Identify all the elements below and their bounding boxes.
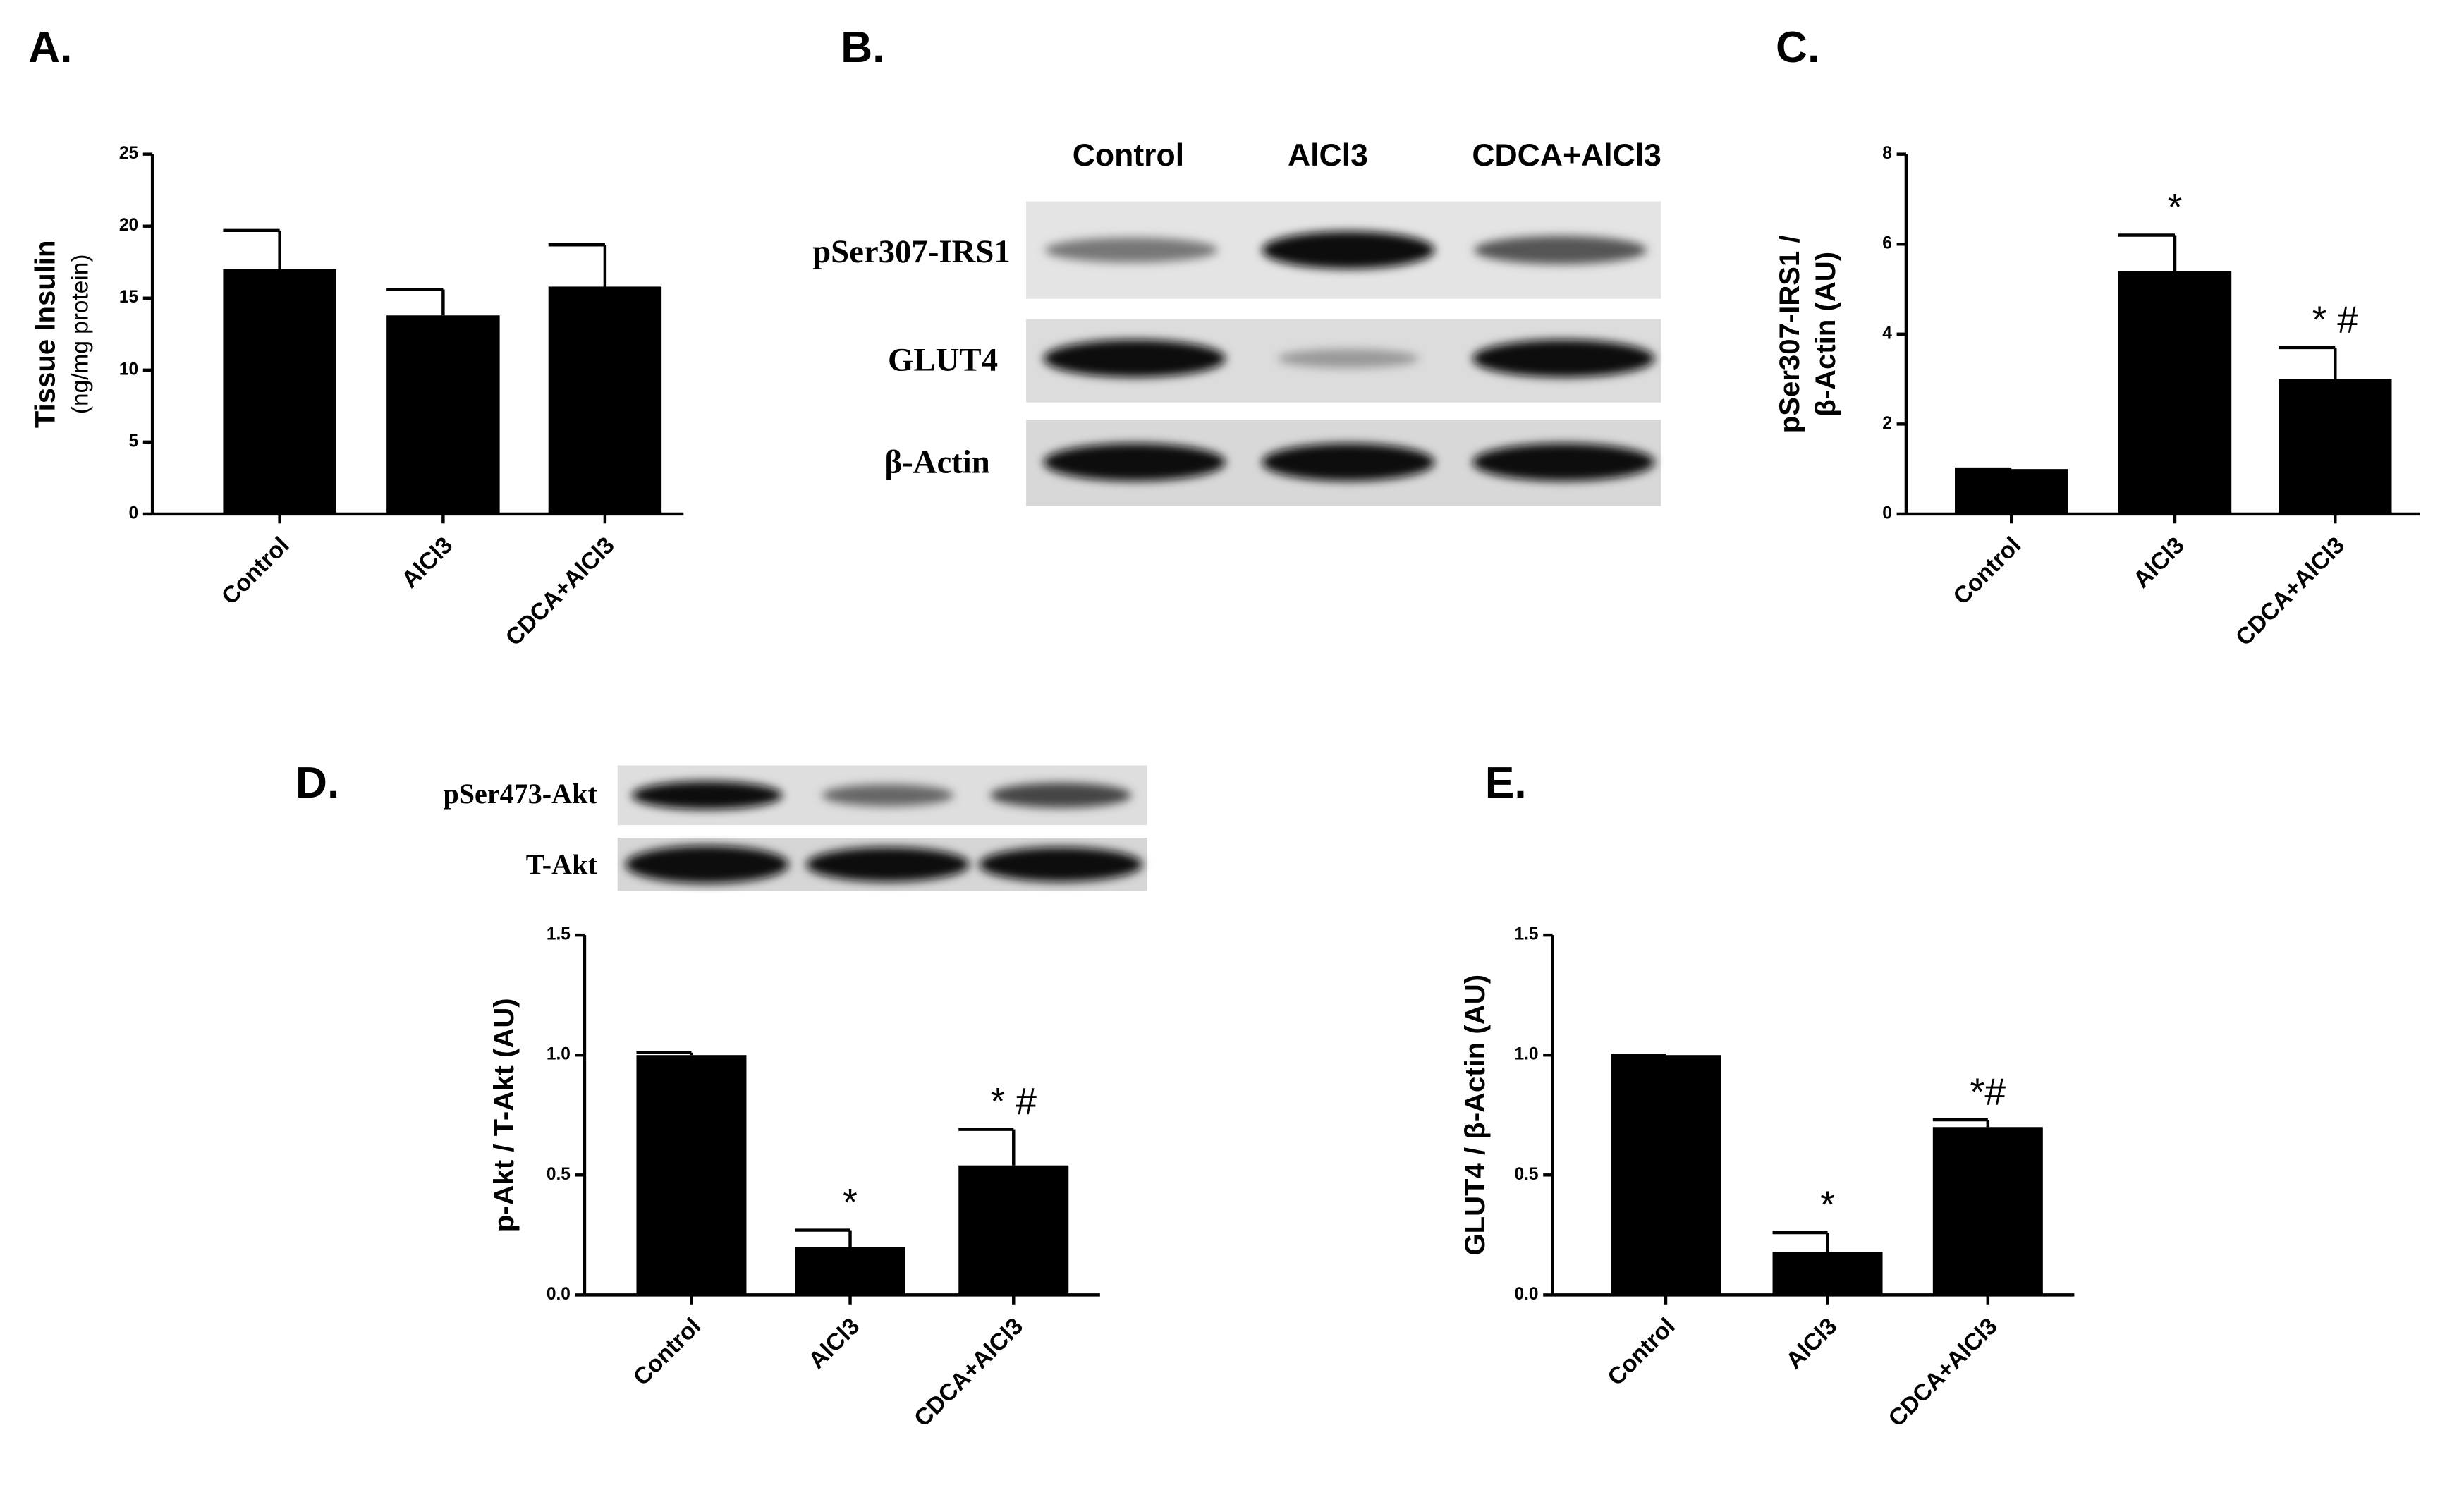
y-tick-label: 20 [119,216,138,235]
y-axis-label: (ng/mg protein) [68,255,94,415]
lane-label: AlCl3 [1288,138,1368,173]
x-tick-label: CDCA+AlCl3 [909,1313,1028,1432]
blot-row-label: T-Akt [526,849,598,881]
bar [1955,469,2068,514]
blot-image [617,765,1147,891]
y-tick-label: 6 [1882,234,1892,253]
x-tick-label: Control [1603,1313,1681,1391]
y-tick-label: 4 [1882,324,1892,343]
bar [548,286,662,514]
x-tick-label: AlCl3 [397,532,458,594]
x-tick-label: AlCl3 [804,1313,865,1374]
y-axis-label: β-Actin (AU) [1810,252,1841,417]
y-tick-label: 8 [1882,144,1892,163]
y-tick-label: 1.0 [547,1045,571,1064]
y-tick-label: 0.0 [547,1285,571,1304]
bar [958,1165,1069,1295]
bar [2118,271,2232,514]
bar [386,315,500,514]
blot-row-label: β-Actin [884,444,989,481]
annotation: * [2168,187,2183,228]
y-tick-label: 1.5 [547,925,571,944]
y-tick-label: 2 [1882,414,1892,433]
x-tick-label: AlCl3 [2128,532,2190,594]
y-tick-label: 1.0 [1514,1045,1538,1064]
blot-image [1026,201,1661,506]
panel-label: C. [1776,23,1819,72]
panel-label: D. [295,759,339,807]
bar [1611,1055,1721,1295]
x-tick-label: Control [628,1313,706,1391]
annotation: * # [2312,299,2359,341]
x-tick-label: CDCA+AlCl3 [501,532,620,652]
lane-label: CDCA+AlCl3 [1472,138,1661,173]
annotation: *# [1970,1072,2006,1113]
panel-label: A. [28,23,72,72]
y-tick-label: 10 [119,360,138,379]
panel-label: E. [1485,759,1527,807]
bar [1772,1252,1883,1295]
y-tick-label: 0 [1882,503,1892,523]
bar [2279,379,2392,514]
annotation: * [1820,1184,1835,1226]
blot-row-label: GLUT4 [888,342,998,379]
bar [223,269,336,514]
y-tick-label: 15 [119,288,138,307]
panel-label: B. [841,23,884,72]
x-tick-label: CDCA+AlCl3 [1884,1313,2003,1432]
blot-row-label: pSer307-IRS1 [812,233,1011,270]
annotation: * # [991,1081,1037,1123]
x-tick-label: AlCl3 [1781,1313,1843,1374]
x-tick-label: Control [216,532,294,610]
y-axis-label: Tissue Insulin [30,240,61,428]
lane-label: Control [1073,138,1184,173]
y-axis-label: GLUT4 / β-Actin (AU) [1460,975,1491,1256]
y-axis-label: p-Akt / T-Akt (AU) [489,998,520,1232]
x-tick-label: CDCA+AlCl3 [2231,532,2350,652]
y-tick-label: 0.5 [1514,1165,1538,1184]
y-tick-label: 0.5 [547,1165,571,1184]
y-tick-label: 25 [119,144,138,163]
y-tick-label: 5 [128,432,138,451]
x-tick-label: Control [1948,532,2026,610]
annotation: * [843,1182,858,1223]
y-tick-label: 1.5 [1514,925,1538,944]
bar [1932,1127,2043,1295]
bar [636,1055,747,1295]
blot-row-label: pSer473-Akt [443,778,597,810]
y-tick-label: 0 [128,503,138,523]
y-axis-label: pSer307-IRS1 / [1774,235,1805,433]
y-tick-label: 0.0 [1514,1285,1538,1304]
bar [795,1247,905,1295]
